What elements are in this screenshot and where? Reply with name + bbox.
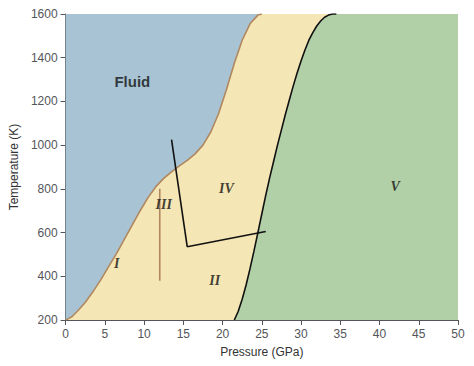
svg-text:30: 30 (294, 327, 308, 341)
svg-text:5: 5 (101, 327, 108, 341)
svg-text:I: I (113, 256, 120, 271)
svg-text:Fluid: Fluid (114, 73, 150, 90)
svg-text:III: III (155, 197, 173, 212)
svg-text:400: 400 (38, 269, 58, 283)
svg-text:1200: 1200 (31, 94, 58, 108)
svg-text:35: 35 (334, 327, 348, 341)
svg-text:20: 20 (216, 327, 230, 341)
svg-text:1000: 1000 (31, 138, 58, 152)
svg-text:1400: 1400 (31, 51, 58, 65)
svg-text:15: 15 (177, 327, 191, 341)
svg-text:50: 50 (451, 327, 465, 341)
svg-text:200: 200 (38, 313, 58, 327)
svg-text:1600: 1600 (31, 7, 58, 21)
svg-text:800: 800 (38, 182, 58, 196)
svg-text:25: 25 (255, 327, 269, 341)
svg-text:600: 600 (38, 226, 58, 240)
svg-text:Temperature (K): Temperature (K) (7, 124, 21, 211)
svg-text:V: V (391, 179, 402, 194)
svg-text:II: II (208, 273, 220, 288)
svg-text:40: 40 (373, 327, 387, 341)
svg-text:Pressure (GPa): Pressure (GPa) (220, 345, 303, 359)
svg-text:IV: IV (218, 181, 235, 196)
svg-text:10: 10 (137, 327, 151, 341)
svg-text:0: 0 (62, 327, 69, 341)
svg-text:45: 45 (412, 327, 426, 341)
